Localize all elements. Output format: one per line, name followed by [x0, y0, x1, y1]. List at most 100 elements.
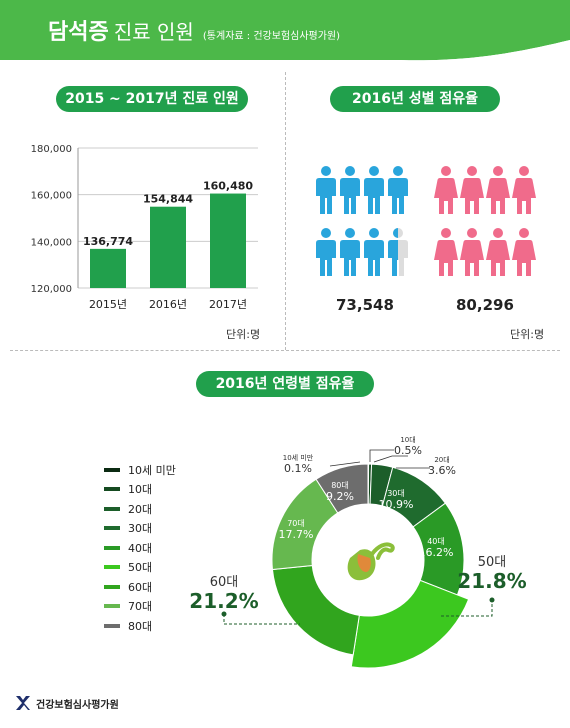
- legend-swatch: [104, 487, 120, 492]
- x-tick-label: 2015년: [89, 298, 127, 311]
- legend-item: 40대: [104, 538, 176, 558]
- female-person-icon: [512, 166, 536, 214]
- emphasis-value-label: 21.8%: [457, 569, 526, 593]
- legend-swatch: [104, 584, 120, 589]
- slice-value-label: 17.7%: [279, 528, 314, 541]
- slice-value-label: 9.2%: [326, 490, 354, 503]
- legend-swatch: [104, 545, 120, 550]
- legend-label: 60대: [128, 580, 153, 594]
- emphasis-category-label: 60대: [210, 575, 239, 590]
- age-section-title: 2016년 연령별 점유율: [196, 371, 374, 397]
- vertical-divider: [285, 72, 286, 350]
- bar: [150, 206, 186, 288]
- legend-label: 10대: [128, 483, 153, 497]
- slice-category-label: 20대: [434, 456, 449, 464]
- slice-category-label: 80대: [331, 481, 349, 490]
- header-background: [0, 0, 570, 62]
- donut-slice: [315, 463, 369, 514]
- leader-line: [329, 461, 361, 467]
- female-person-icon: [434, 166, 458, 214]
- female-person-icon: [512, 228, 536, 276]
- legend-item: 20대: [104, 499, 176, 519]
- legend-label: 40대: [128, 541, 153, 555]
- slice-category-label: 70대: [287, 519, 305, 528]
- slice-value-label: 0.5%: [394, 444, 422, 457]
- male-count: 73,548: [336, 296, 394, 314]
- female-person-icon: [434, 228, 458, 276]
- hira-logo-icon: [16, 696, 30, 710]
- slice-value-label: 16.2%: [419, 546, 454, 559]
- donut-slice: [350, 579, 470, 669]
- legend-swatch: [104, 526, 120, 531]
- age-legend: 10세 미만 10대 20대 30대 40대 50대 60대 70대 80대: [104, 460, 176, 636]
- legend-item: 10세 미만: [104, 460, 176, 480]
- bar-value-label: 136,774: [83, 235, 133, 248]
- legend-item: 30대: [104, 519, 176, 539]
- leader-dot: [221, 611, 227, 617]
- legend-item: 60대: [104, 577, 176, 597]
- title-main: 담석증: [48, 20, 109, 45]
- emphasis-category-label: 50대: [478, 555, 507, 570]
- male-person-icon: [364, 228, 384, 276]
- slice-category-label: 10세 미만: [283, 453, 314, 462]
- y-tick-label: 160,000: [31, 191, 72, 202]
- horizontal-divider: [10, 350, 560, 351]
- x-tick-label: 2017년: [209, 298, 247, 311]
- bar-unit-label: 단위:명: [226, 328, 261, 341]
- legend-item: 80대: [104, 616, 176, 636]
- title-source: (통계자료 : 건강보험심사평가원): [202, 31, 341, 42]
- female-person-icon: [460, 166, 484, 214]
- gallbladder-icon: [347, 542, 395, 581]
- bar-chart: 120,000 140,000 160,000 180,000 136,774 2015년…: [31, 144, 258, 311]
- legend-label: 50대: [128, 561, 153, 575]
- female-count: 80,296: [456, 296, 514, 314]
- leader-line: [373, 455, 408, 463]
- legend-swatch: [104, 604, 120, 609]
- slice-category-label: 30대: [387, 489, 405, 498]
- bar: [210, 193, 246, 288]
- slice-category-label: 40대: [427, 537, 445, 546]
- header-banner: 담석증 진료 인원 (통계자료 : 건강보험심사평가원): [0, 0, 570, 62]
- legend-label: 80대: [128, 619, 153, 633]
- legend-label: 30대: [128, 522, 153, 536]
- female-person-icon: [486, 228, 510, 276]
- legend-item: 50대: [104, 558, 176, 578]
- leader-dot: [489, 597, 495, 603]
- legend-swatch: [104, 506, 120, 511]
- page-title: 담석증 진료 인원 (통계자료 : 건강보험심사평가원): [48, 14, 340, 46]
- legend-label: 10세 미만: [128, 463, 176, 477]
- male-person-icon: [388, 166, 408, 214]
- male-person-icon: [340, 228, 360, 276]
- gender-icons: [316, 166, 536, 276]
- leader-line: [440, 604, 493, 617]
- male-person-icon: [340, 166, 360, 214]
- legend-item: 10대: [104, 480, 176, 500]
- legend-swatch: [104, 565, 120, 570]
- y-tick-label: 180,000: [31, 144, 72, 155]
- leader-line: [223, 614, 300, 625]
- x-tick-label: 2016년: [149, 298, 187, 311]
- male-person-icon: [316, 166, 336, 214]
- slice-value-label: 0.1%: [284, 462, 312, 475]
- bar-section-title: 2015 ~ 2017년 진료 인원: [56, 86, 248, 112]
- gender-section-title: 2016년 성별 점유율: [330, 86, 500, 112]
- bar-value-label: 154,844: [143, 193, 193, 206]
- bar: [90, 248, 126, 288]
- leader-line: [369, 449, 394, 462]
- gender-unit-label: 단위:명: [510, 328, 545, 341]
- title-rest: 진료 인원: [113, 20, 194, 44]
- male-person-icon: [316, 228, 336, 276]
- legend-label: 20대: [128, 502, 153, 516]
- y-tick-label: 120,000: [31, 284, 72, 295]
- emphasis-value-label: 21.2%: [189, 589, 258, 613]
- bar-value-label: 160,480: [203, 180, 253, 193]
- legend-swatch: [104, 623, 120, 628]
- legend-item: 70대: [104, 597, 176, 617]
- slice-value-label: 3.6%: [428, 464, 456, 477]
- slice-value-label: 10.9%: [379, 498, 414, 511]
- y-tick-label: 140,000: [31, 237, 72, 248]
- footer-logo: 건강보험심사평가원: [14, 694, 119, 712]
- male-person-icon: [364, 166, 384, 214]
- female-person-icon: [460, 228, 484, 276]
